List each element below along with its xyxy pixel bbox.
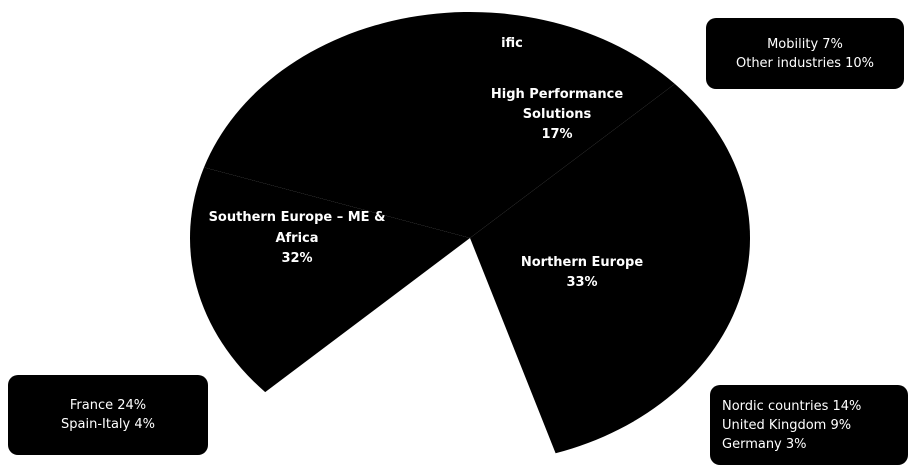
callout-line: France 24% xyxy=(69,398,147,413)
callout-northern-europe-breakdown: Nordic countries 14% United Kingdom 9% G… xyxy=(710,385,908,465)
pie-slice-asia-pacific xyxy=(265,238,556,465)
callout-southern-europe-breakdown: France 24% Spain-Italy 4% xyxy=(8,375,208,455)
slice-label-asia-pacific: ific xyxy=(501,36,523,51)
callout-line: Nordic countries 14% xyxy=(722,398,862,414)
callout-line: United Kingdom 9% xyxy=(722,417,852,433)
slice-label-northern-europe: Northern Europe xyxy=(521,255,643,270)
slice-label-southern-europe-line2: Africa xyxy=(275,231,318,246)
slice-value-high-performance: 17% xyxy=(541,127,572,142)
callout-line: Mobility 7% xyxy=(767,36,843,52)
pie-slice-southern-europe xyxy=(470,83,751,454)
callout-line: Other industries 10% xyxy=(735,55,874,71)
slice-label-high-performance-line2: Solutions xyxy=(523,107,592,122)
slice-value-northern-europe: 33% xyxy=(566,275,597,290)
pie-slice-northern-europe xyxy=(204,12,675,239)
callout-high-performance-breakdown: Mobility 7% Other industries 10% xyxy=(706,18,904,89)
slice-label-southern-europe-line1: Southern Europe – ME & xyxy=(209,210,386,225)
callout-line: Germany 3% xyxy=(722,436,807,452)
pie-slice-high-performance-solutions xyxy=(189,167,470,393)
slice-value-southern-europe: 32% xyxy=(281,251,312,266)
callout-line: Spain-Italy 4% xyxy=(61,417,155,432)
slice-label-high-performance-line1: High Performance xyxy=(491,87,623,102)
